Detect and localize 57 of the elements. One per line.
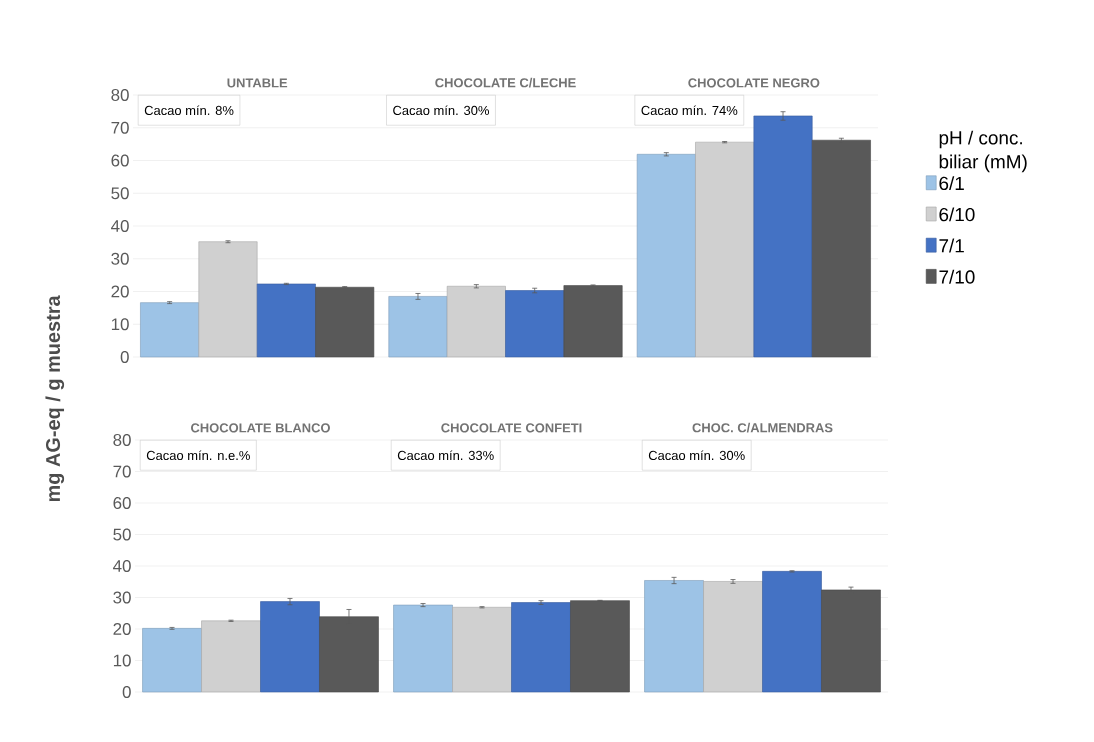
y-tick-label: 20 (113, 623, 131, 636)
bar (140, 302, 200, 358)
bar (811, 139, 871, 358)
bar (315, 286, 375, 358)
y-tick-label: 10 (113, 654, 131, 667)
annotation: Cacao mín. 33% (397, 450, 494, 461)
y-tick-label: 50 (113, 528, 131, 541)
bar (570, 600, 630, 693)
bar (644, 580, 704, 693)
bar (753, 115, 813, 358)
legend-label: 7/1 (939, 238, 964, 253)
y-tick-label: 70 (113, 465, 131, 478)
x-tick-label: CHOCOLATE NEGRO (688, 78, 820, 88)
legend-label: 7/10 (939, 269, 975, 284)
legend-label: 6/10 (939, 207, 975, 222)
legend-label: 6/1 (939, 176, 964, 191)
annotation: Cacao mín. 30% (648, 450, 745, 461)
x-tick-label: CHOCOLATE C/LECHE (435, 77, 576, 88)
y-tick-label: 80 (111, 89, 129, 101)
x-tick-label: UNTABLE (227, 78, 288, 88)
bar (563, 285, 623, 358)
bar (388, 296, 448, 358)
bar (256, 283, 316, 358)
y-tick-label: 0 (122, 686, 131, 699)
y-tick-label: 50 (111, 187, 129, 200)
annotation: Cacao mín. 74% (641, 105, 738, 116)
annotation: Cacao mín. n.e.% (146, 450, 250, 461)
bar (201, 620, 261, 693)
bar (703, 581, 763, 693)
bar (260, 601, 320, 693)
y-tick-label: 10 (111, 318, 129, 331)
bar (393, 604, 453, 693)
y-tick-label: 70 (111, 121, 129, 134)
bar (636, 153, 696, 358)
x-tick-label: CHOC. C/ALMENDRAS (692, 422, 833, 433)
bar (142, 628, 202, 693)
bar (762, 571, 822, 693)
y-tick-label: 30 (113, 591, 131, 604)
bar (821, 589, 881, 693)
bar (452, 606, 512, 693)
y-tick-label: 60 (111, 154, 129, 167)
bar (511, 602, 571, 693)
y-axis-title: mg AG-eq / g muestra (45, 295, 65, 502)
y-tick-label: 60 (113, 497, 131, 510)
bar (505, 290, 565, 358)
y-tick-label: 0 (120, 351, 129, 363)
bar (695, 141, 755, 358)
annotation: Cacao mín. 30% (393, 105, 489, 116)
y-tick-label: 40 (113, 560, 131, 573)
y-tick-label: 40 (111, 220, 129, 232)
x-tick-label: CHOCOLATE CONFETI (441, 423, 582, 433)
legend-title: pH / conc. biliar (mM) (939, 130, 1027, 173)
y-tick-label: 20 (111, 285, 129, 298)
x-tick-label: CHOCOLATE BLANCO (191, 423, 330, 433)
annotation: Cacao mín. 8% (144, 105, 234, 116)
y-tick-label: 30 (111, 252, 129, 265)
y-tick-label: 80 (113, 434, 131, 447)
